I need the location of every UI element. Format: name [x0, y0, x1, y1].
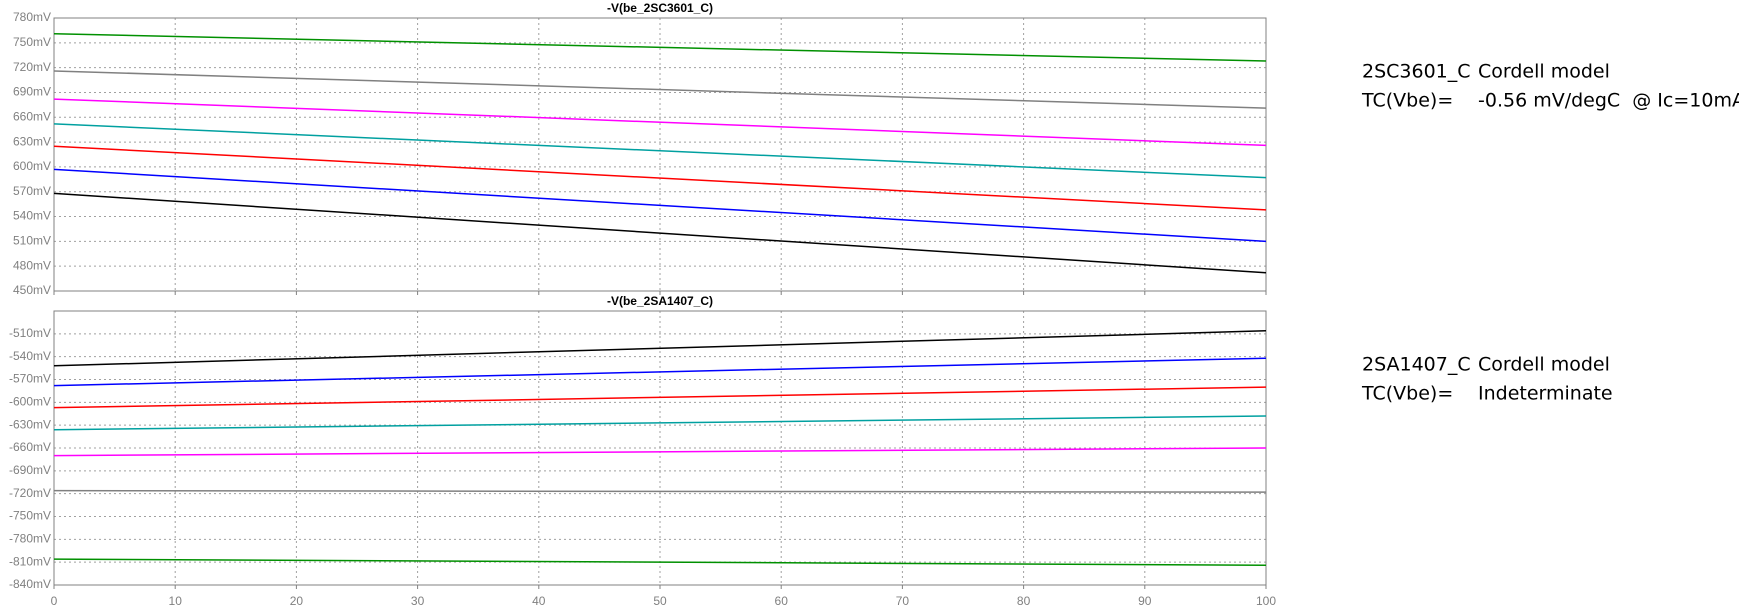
- series-line: [53, 168, 1267, 243]
- x-tick-label: 60: [775, 594, 789, 608]
- series-line: [53, 70, 1267, 109]
- x-tick-label: 20: [290, 594, 304, 608]
- series-line: [53, 98, 1267, 147]
- x-tick-label: 100: [1256, 594, 1276, 608]
- y-tick-label: -660mV: [9, 440, 51, 454]
- y-tick-label: -750mV: [9, 509, 51, 523]
- y-tick-label: 720mV: [13, 60, 51, 74]
- y-tick-label: 450mV: [13, 283, 51, 297]
- annotation: Indeterminate: [1478, 383, 1613, 405]
- x-tick-label: 90: [1138, 594, 1152, 608]
- x-tick-label: 10: [169, 594, 183, 608]
- y-tick-label: 780mV: [13, 10, 51, 24]
- y-tick-label: -540mV: [9, 349, 51, 363]
- x-tick-label: 70: [896, 594, 910, 608]
- chart-title: -V(be_2SA1407_C): [607, 294, 713, 308]
- y-tick-label: 480mV: [13, 258, 51, 272]
- annotation: TC(Vbe)=: [1361, 90, 1453, 112]
- x-tick-label: 30: [411, 594, 425, 608]
- series-line: [53, 558, 1267, 566]
- annotation: Cordell model: [1478, 354, 1610, 376]
- annotation: 2SA1407_C: [1362, 354, 1471, 376]
- series-line: [53, 415, 1267, 431]
- series-line: [53, 357, 1267, 387]
- y-tick-label: -690mV: [9, 463, 51, 477]
- x-tick-label: 80: [1017, 594, 1031, 608]
- annotation: Cordell model: [1478, 61, 1610, 83]
- y-tick-label: -810mV: [9, 554, 51, 568]
- y-tick-label: -570mV: [9, 372, 51, 386]
- x-tick-label: 40: [532, 594, 546, 608]
- y-tick-label: -630mV: [9, 417, 51, 431]
- series-line: [53, 330, 1267, 367]
- series-line: [53, 145, 1267, 211]
- plot-frame: [53, 17, 1267, 292]
- y-tick-label: 660mV: [13, 109, 51, 123]
- y-tick-label: -840mV: [9, 577, 51, 591]
- y-tick-label: 570mV: [13, 184, 51, 198]
- y-tick-label: -600mV: [9, 395, 51, 409]
- annotation: -0.56 mV/degC @ Ic=10mA: [1478, 90, 1739, 112]
- series-line: [53, 192, 1267, 274]
- series-line: [53, 123, 1267, 179]
- y-tick-label: -780mV: [9, 532, 51, 546]
- series-line: [53, 447, 1267, 457]
- x-tick-label: 0: [51, 594, 58, 608]
- x-tick-label: 50: [653, 594, 667, 608]
- chart-title: -V(be_2SC3601_C): [607, 1, 713, 15]
- y-tick-label: 750mV: [13, 35, 51, 49]
- annotation: 2SC3601_C: [1362, 61, 1471, 83]
- y-tick-label: -720mV: [9, 486, 51, 500]
- y-tick-label: 540mV: [13, 209, 51, 223]
- series-line: [53, 32, 1267, 62]
- y-tick-label: -510mV: [9, 326, 51, 340]
- annotation: TC(Vbe)=: [1361, 383, 1453, 405]
- series-line: [53, 489, 1267, 493]
- y-tick-label: 630mV: [13, 134, 51, 148]
- y-tick-label: 510mV: [13, 234, 51, 248]
- y-tick-label: 690mV: [13, 85, 51, 99]
- series-line: [53, 386, 1267, 409]
- y-tick-label: 600mV: [13, 159, 51, 173]
